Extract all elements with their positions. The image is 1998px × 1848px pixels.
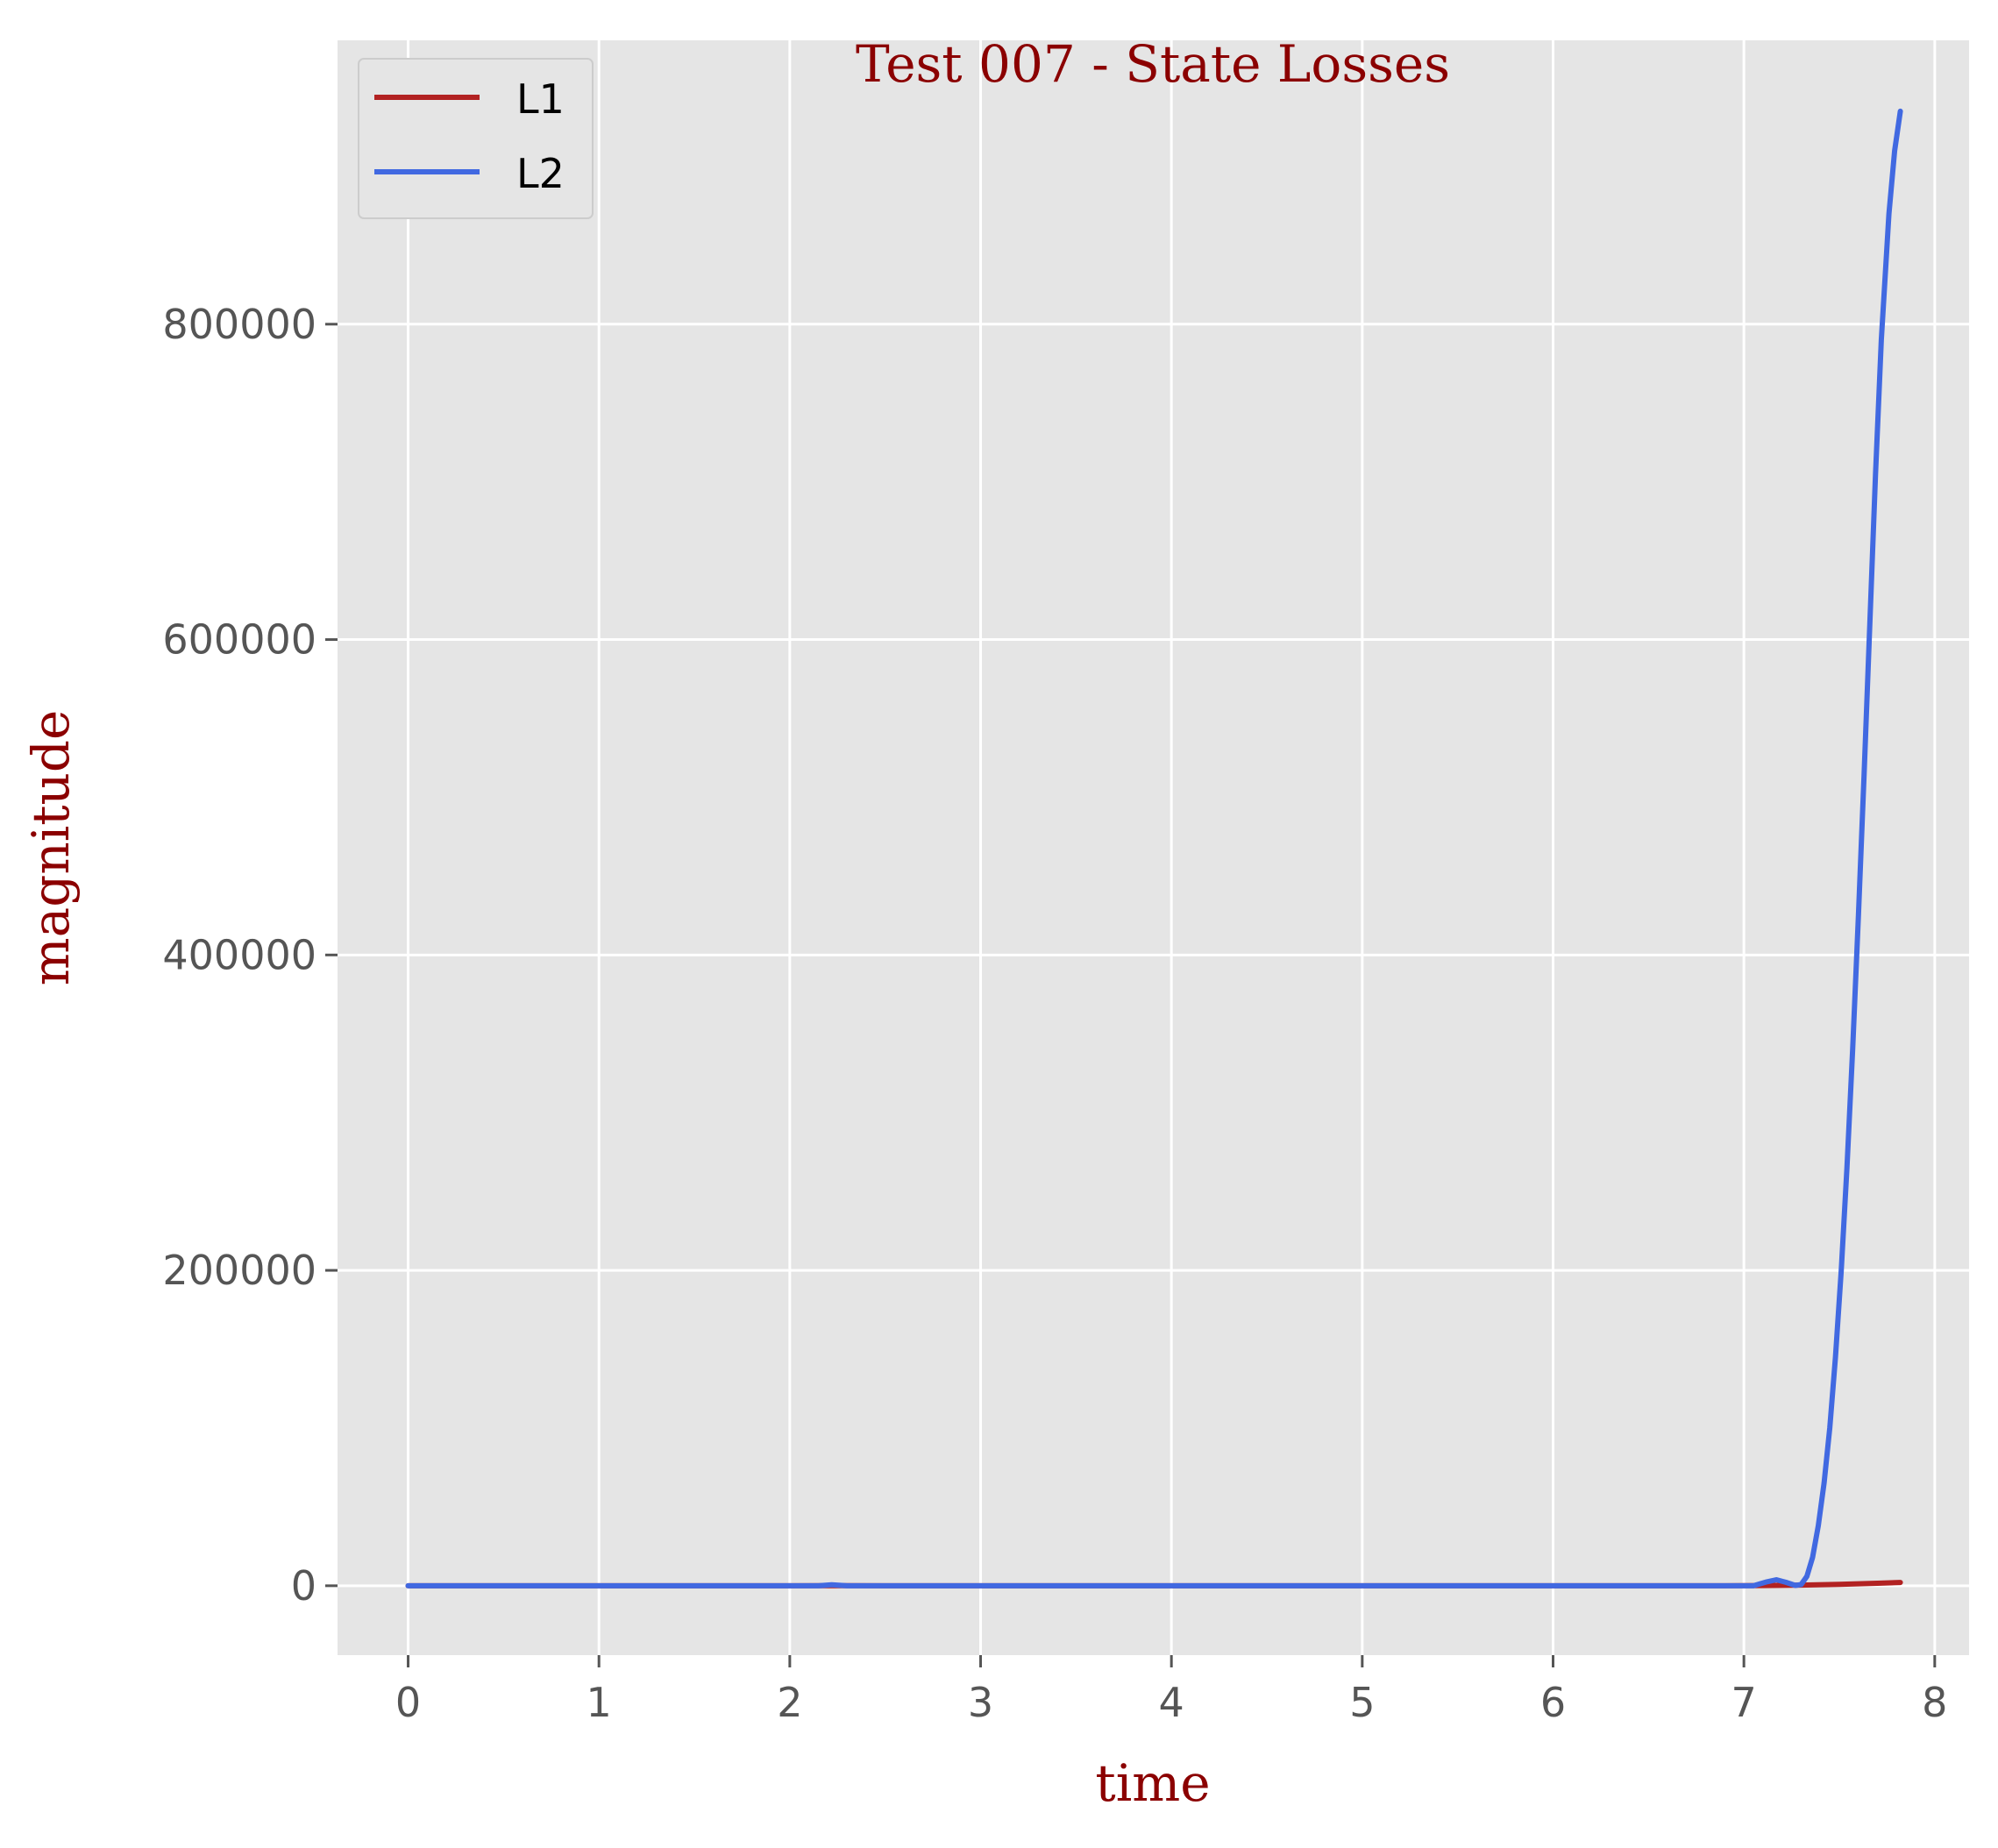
chart-title: Test 007 - State Losses	[856, 34, 1450, 94]
legend-label-l1: L1	[516, 75, 565, 123]
x-tick-label: 3	[968, 1679, 993, 1726]
x-tick-label: 4	[1159, 1679, 1184, 1726]
legend-label-l2: L2	[516, 150, 565, 197]
series-line-l2	[405, 108, 1903, 1589]
x-tick-label: 7	[1731, 1679, 1757, 1726]
x-axis-label: time	[1095, 1753, 1210, 1813]
y-tick-label: 400000	[162, 931, 316, 978]
x-tick-label: 1	[587, 1679, 612, 1726]
y-axis-ticks: 0 200000 400000 600000 800000	[162, 301, 338, 1610]
grid-lines	[338, 40, 1969, 1655]
x-tick-label: 8	[1922, 1679, 1947, 1726]
y-tick-label: 800000	[162, 301, 316, 348]
y-tick-label: 600000	[162, 616, 316, 664]
x-tick-label: 2	[777, 1679, 802, 1726]
plot-area	[338, 40, 1969, 1655]
x-tick-label: 5	[1349, 1679, 1375, 1726]
x-axis-ticks: 0 1 2 3 4 5 6 7 8	[395, 1655, 1947, 1726]
x-tick-label: 6	[1540, 1679, 1566, 1726]
y-axis-label: magnitude	[21, 710, 81, 986]
y-tick-label: 200000	[162, 1247, 316, 1294]
x-tick-label: 0	[395, 1679, 421, 1726]
legend: L1 L2	[358, 58, 594, 219]
y-tick-label: 0	[291, 1562, 316, 1610]
series-lines	[405, 108, 1903, 1589]
